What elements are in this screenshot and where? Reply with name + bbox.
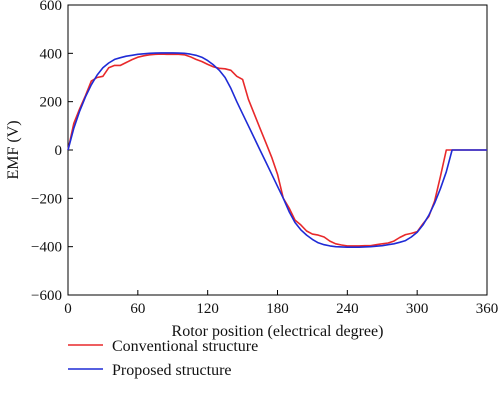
y-tick-label: 0 — [55, 143, 63, 159]
y-tick-label: 600 — [40, 0, 63, 14]
x-axis-title: Rotor position (electrical degree) — [172, 323, 384, 340]
plot-frame — [67, 4, 488, 296]
x-tick-label: 240 — [336, 301, 359, 317]
x-tick-label: 300 — [406, 301, 429, 317]
x-tick-label: 360 — [476, 301, 499, 317]
ticks-layer: 0 60 120 180 240 300 360 600 400 200 0 −200 −400 −600 — [31, 0, 498, 317]
y-axis-title: EMF (V) — [5, 120, 22, 179]
series-line-conventional — [67, 53, 487, 247]
legend-label-conventional: Conventional structure — [112, 338, 258, 355]
x-tick-label: 60 — [130, 301, 145, 317]
y-tick-label: −400 — [31, 240, 62, 256]
y-tick-label: −600 — [31, 288, 62, 304]
series-layer — [67, 52, 487, 248]
series-line-proposed — [67, 52, 487, 248]
legend-label-proposed: Proposed structure — [112, 362, 232, 379]
y-tick-label: 400 — [40, 46, 63, 62]
x-tick-label: 0 — [64, 301, 72, 317]
x-tick-label: 180 — [266, 301, 289, 317]
y-tick-label: −200 — [31, 191, 62, 207]
legend: Conventional structure Proposed structur… — [68, 338, 258, 379]
x-tick-label: 120 — [196, 301, 219, 317]
y-tick-label: 200 — [40, 95, 63, 111]
